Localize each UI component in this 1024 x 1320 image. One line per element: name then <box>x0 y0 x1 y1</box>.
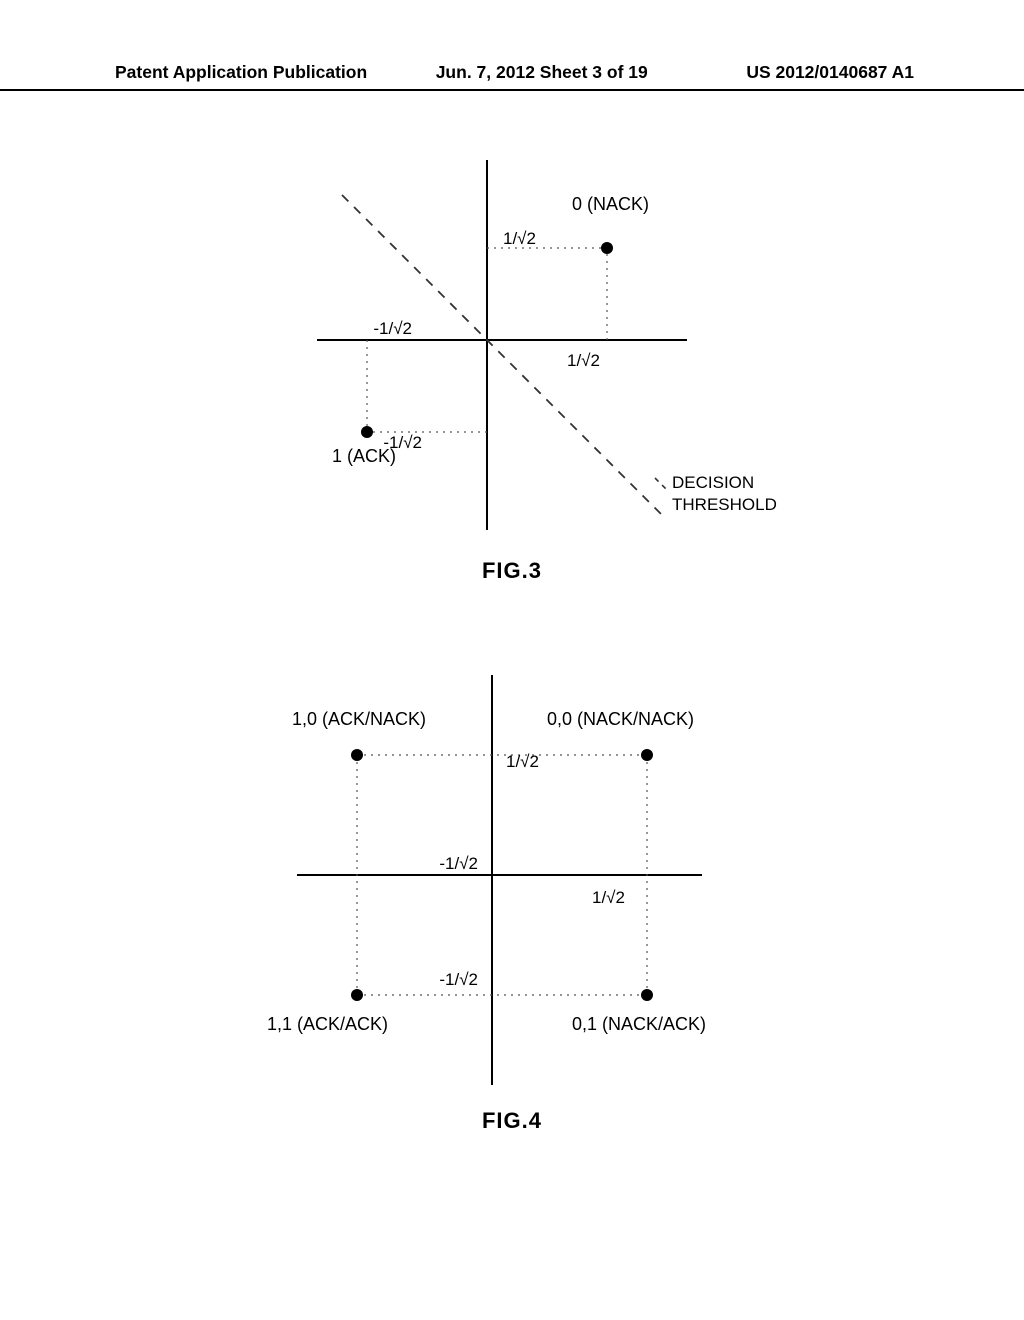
figure-caption: FIG.4 <box>0 1108 1024 1134</box>
header-left: Patent Application Publication <box>115 62 367 83</box>
constellation-point-icon <box>351 749 363 761</box>
axis-tick-label: 1/√2 <box>506 752 539 771</box>
axis-tick-label: 1/√2 <box>503 229 536 248</box>
header-center: Jun. 7, 2012 Sheet 3 of 19 <box>337 62 746 83</box>
decision-threshold-line <box>342 195 662 515</box>
threshold-label-pointer <box>655 478 667 490</box>
constellation-point-icon <box>641 989 653 1001</box>
point-label-nack: 0 (NACK) <box>572 194 649 214</box>
constellation-diagram-fig3: 1/√2 1/√2 -1/√2 -1/√2 0 (NACK) 1 (ACK) D… <box>212 140 812 540</box>
header-right: US 2012/0140687 A1 <box>746 62 914 83</box>
point-label: 0,0 (NACK/NACK) <box>547 709 694 729</box>
axis-tick-label: -1/√2 <box>373 319 412 338</box>
threshold-label: DECISION <box>672 473 754 492</box>
axis-tick-label: 1/√2 <box>592 888 625 907</box>
constellation-point-icon <box>601 242 613 254</box>
point-label: 0,1 (NACK/ACK) <box>572 1014 706 1034</box>
axis-tick-label: -1/√2 <box>439 970 478 989</box>
figure-4: 1/√2 1/√2 -1/√2 -1/√2 1,0 (ACK/NACK) 0,0… <box>0 660 1024 1134</box>
axis-tick-label: -1/√2 <box>439 854 478 873</box>
point-label-ack: 1 (ACK) <box>332 446 396 466</box>
point-nack <box>487 242 613 340</box>
constellation-point-icon <box>641 749 653 761</box>
point-label: 1,1 (ACK/ACK) <box>267 1014 388 1034</box>
axis-tick-label: 1/√2 <box>567 351 600 370</box>
page-header: Patent Application Publication Jun. 7, 2… <box>0 62 1024 91</box>
threshold-label: THRESHOLD <box>672 495 777 514</box>
point-ack <box>361 340 487 438</box>
point-label: 1,0 (ACK/NACK) <box>292 709 426 729</box>
constellation-point-icon <box>351 989 363 1001</box>
figure-caption: FIG.3 <box>0 558 1024 584</box>
constellation-point-icon <box>361 426 373 438</box>
figure-3: 1/√2 1/√2 -1/√2 -1/√2 0 (NACK) 1 (ACK) D… <box>0 140 1024 584</box>
constellation-diagram-fig4: 1/√2 1/√2 -1/√2 -1/√2 1,0 (ACK/NACK) 0,0… <box>192 660 832 1090</box>
